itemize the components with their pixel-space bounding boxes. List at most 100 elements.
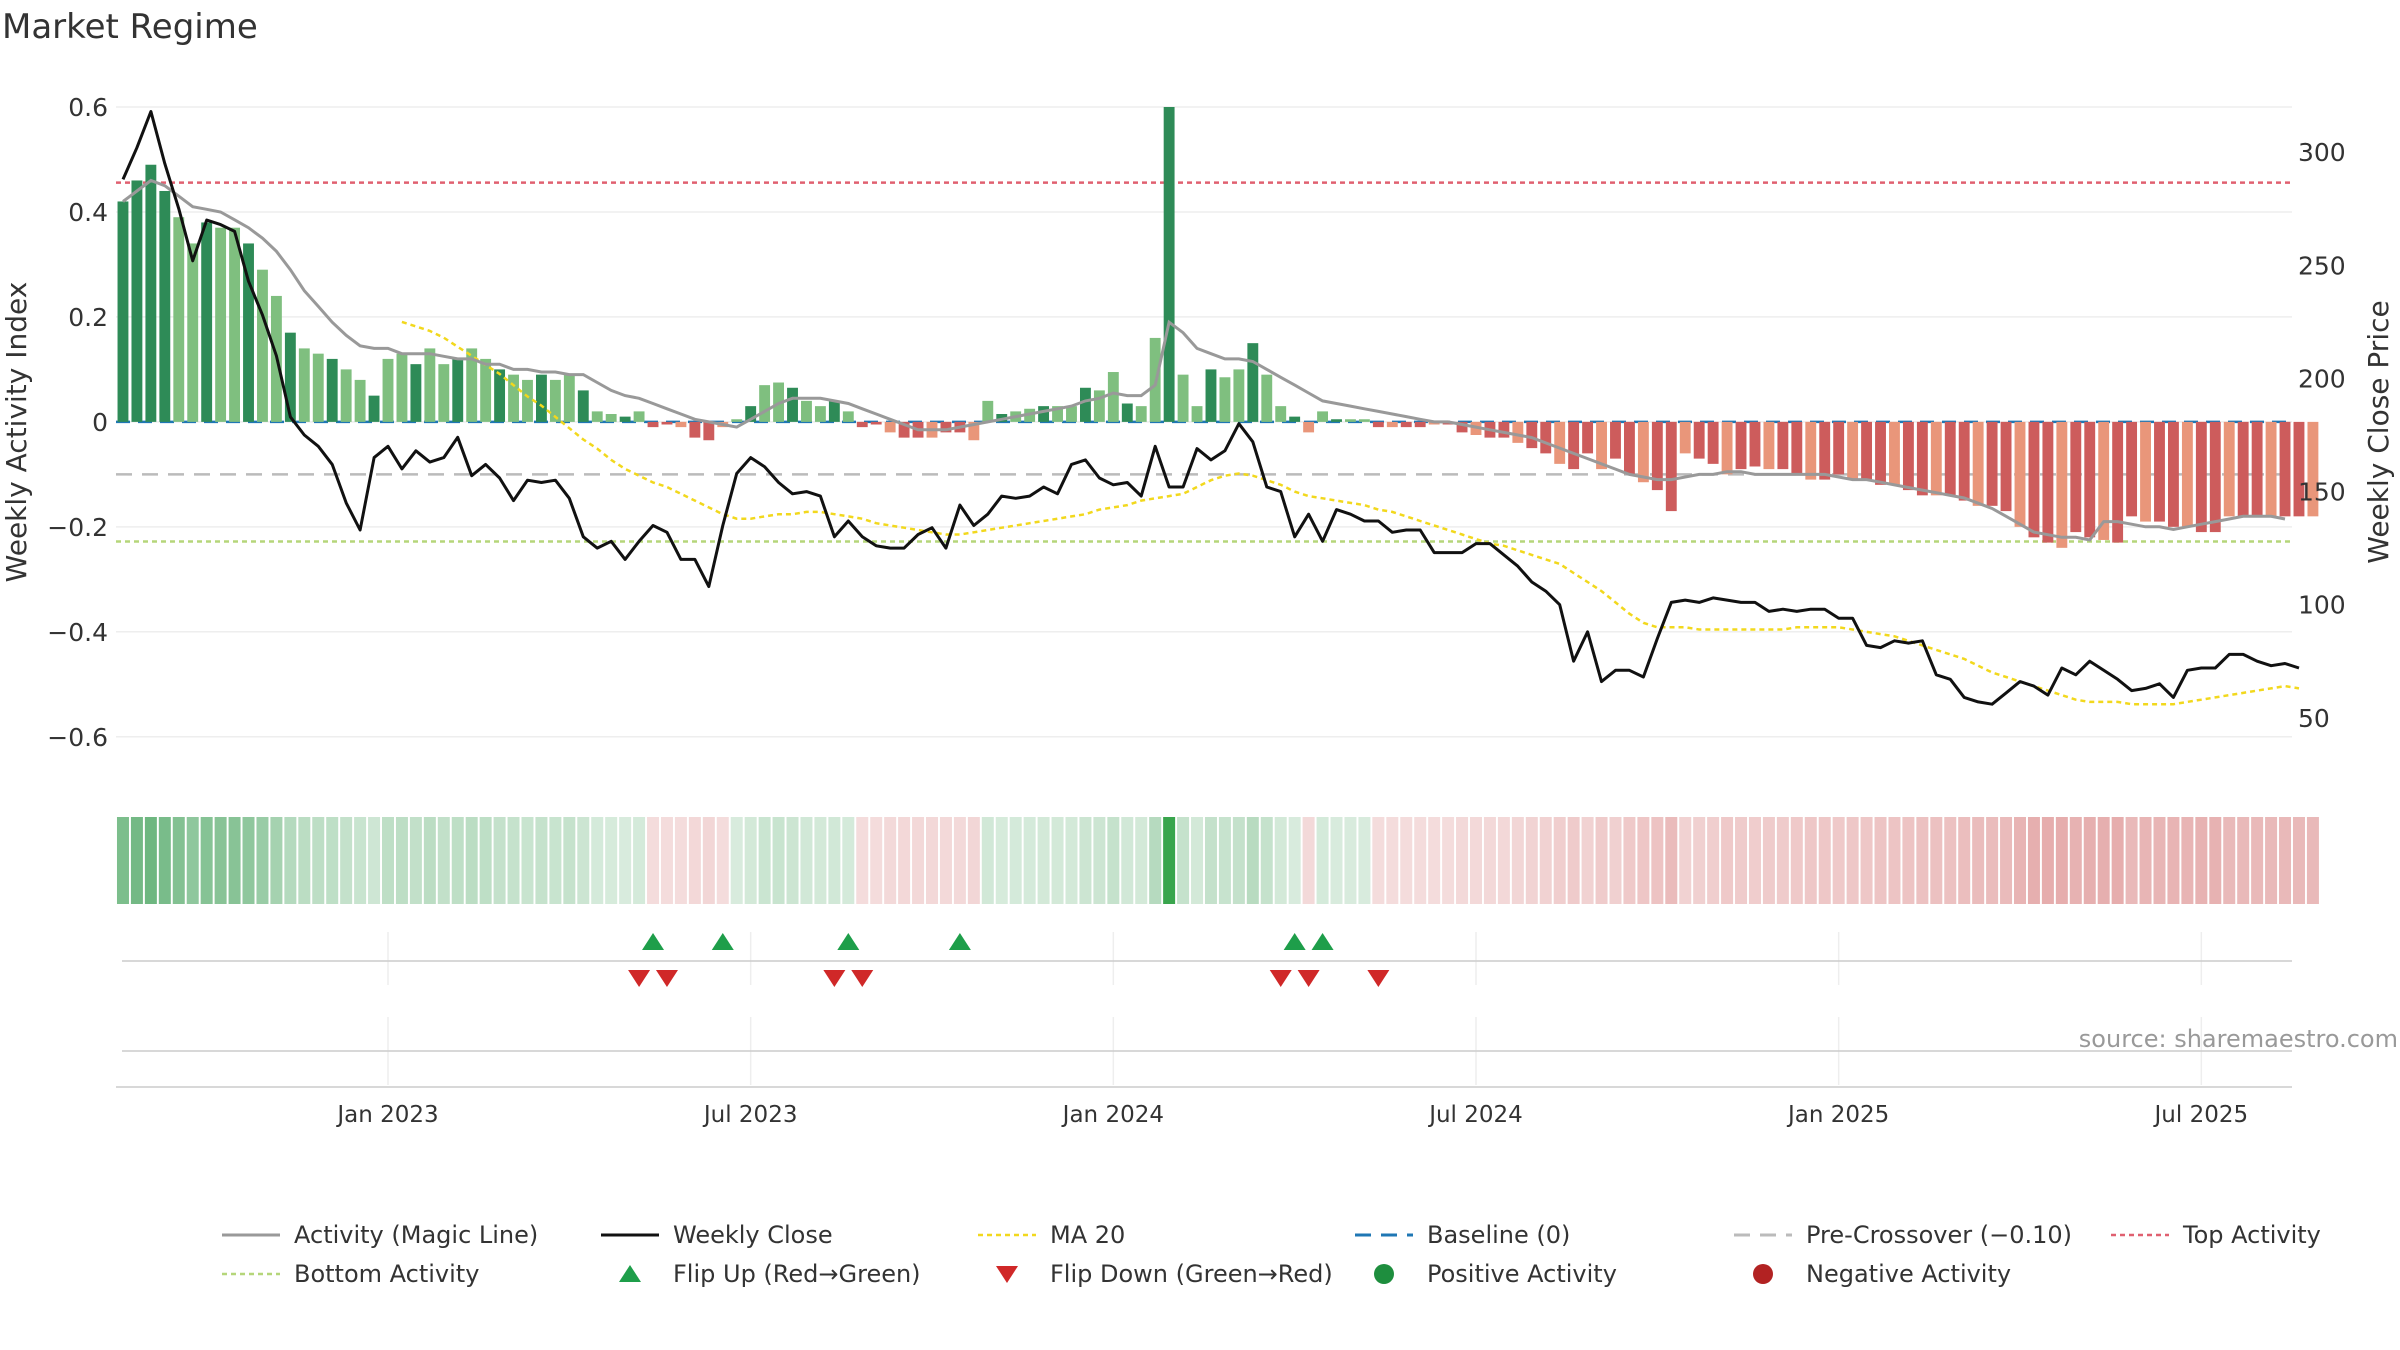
regime-strip-cell [1553,817,1566,904]
regime-strip-cell [1804,817,1817,904]
legend-item-negact: Negative Activity [1753,1260,2011,1288]
activity-bar [1456,421,1468,433]
regime-strip-cell [340,817,353,904]
x-tick-label: Jul 2024 [1427,1102,1523,1128]
activity-bar [187,243,199,422]
legend-label: Negative Activity [1806,1260,2011,1288]
legend-label: Flip Up (Red→Green) [673,1260,921,1288]
regime-strip-cell [2153,817,2166,904]
regime-strip-cell [284,817,297,904]
regime-strip-cell [1916,817,1929,904]
activity-bar [1135,406,1147,422]
regime-strip-cell [591,817,604,904]
regime-strip-cell [130,817,143,904]
regime-strip-cell [1525,817,1538,904]
regime-strip-cell [1135,817,1148,904]
regime-strip-cell [1232,817,1245,904]
regime-strip-cell [772,817,785,904]
regime-strip-cell [521,817,534,904]
regime-strip-cell [577,817,590,904]
regime-strip-cell [437,817,450,904]
regime-strip-cell [1581,817,1594,904]
activity-bars [117,107,2319,548]
activity-bar [466,348,478,422]
x-tick-label: Jan 2023 [335,1102,438,1128]
regime-strip-cell [1065,817,1078,904]
activity-bar [968,421,980,441]
activity-bar [787,387,798,422]
regime-strip-cell [1609,817,1622,904]
regime-strip-cell [326,817,339,904]
regime-strip-cell [716,817,729,904]
legend-item-close: Weekly Close [601,1221,833,1249]
activity-bar [494,369,506,422]
activity-bar [368,395,380,422]
activity-bar [1972,421,1984,506]
regime-strip-cell [1748,817,1761,904]
regime-strip-cell [2027,817,2040,904]
legend-label: Weekly Close [673,1221,833,1249]
regime-strip-cell [382,817,394,904]
regime-strip-cell [242,817,255,904]
activity-bar [201,222,213,422]
flip-up-marker [711,933,734,950]
activity-bar [2167,421,2179,527]
regime-strip-cell [898,817,911,904]
regime-strip-cell [1079,817,1092,904]
legend-label: Bottom Activity [294,1260,479,1288]
activity-bar [1540,421,1552,454]
regime-strip-cell [1121,817,1134,904]
activity-bar [1038,406,1050,422]
activity-bar [2000,421,2012,512]
regime-strip-cell [758,817,771,904]
flip-up-marker [1311,933,1334,950]
activity-bar [2307,421,2319,517]
ma20-line [401,320,2300,706]
regime-strip-cell [409,817,422,904]
activity-bar [1317,411,1329,422]
legend-handle-negact [1753,1264,1773,1284]
regime-strip-cell [1986,817,1999,904]
activity-bar [312,353,324,422]
legend-handle-flipup [619,1265,641,1282]
activity-bar [215,227,227,422]
activity-bar [1093,390,1105,422]
activity-bar [1414,421,1426,428]
activity-bar [2265,421,2277,517]
regime-strip-cell [1497,817,1510,904]
activity-bar [1958,421,1970,501]
right-tick-label: 150 [2298,478,2346,507]
activity-bar [1233,369,1245,422]
activity-bar [1777,421,1789,470]
regime-strip-cell [158,817,171,904]
regime-strip-cell [2125,817,2138,904]
regime-strip-cell [674,817,687,904]
activity-bar [2154,421,2165,522]
activity-bar [1610,421,1621,459]
activity-bar [2098,421,2110,540]
activity-dots-panel [122,1017,2292,1085]
activity-bar [563,374,575,422]
activity-bar [117,201,129,422]
regime-strip-cell [2306,817,2319,904]
activity-bar [1791,421,1803,475]
regime-strip-cell [1721,817,1734,904]
regime-strip-cell [493,817,506,904]
legend-item-ma20: MA 20 [978,1221,1125,1249]
activity-bar [354,379,366,422]
activity-bar [1066,406,1077,422]
activity-bar [549,379,561,422]
regime-strip-cell [1539,817,1552,904]
regime-strip-cell [800,817,813,904]
regime-strip-cell [1874,817,1887,904]
regime-strip-cell [814,817,827,904]
legend-label: Baseline (0) [1427,1221,1570,1249]
reference-lines [116,181,2292,543]
regime-strip-cell [368,817,381,904]
x-tick-label: Jan 2025 [1786,1102,1889,1128]
regime-strip-cell [1442,817,1455,904]
flip-down-marker [628,970,651,987]
activity-bar [2209,421,2221,533]
legend-label: Positive Activity [1427,1260,1617,1288]
left-tick-label: −0.6 [47,723,108,752]
